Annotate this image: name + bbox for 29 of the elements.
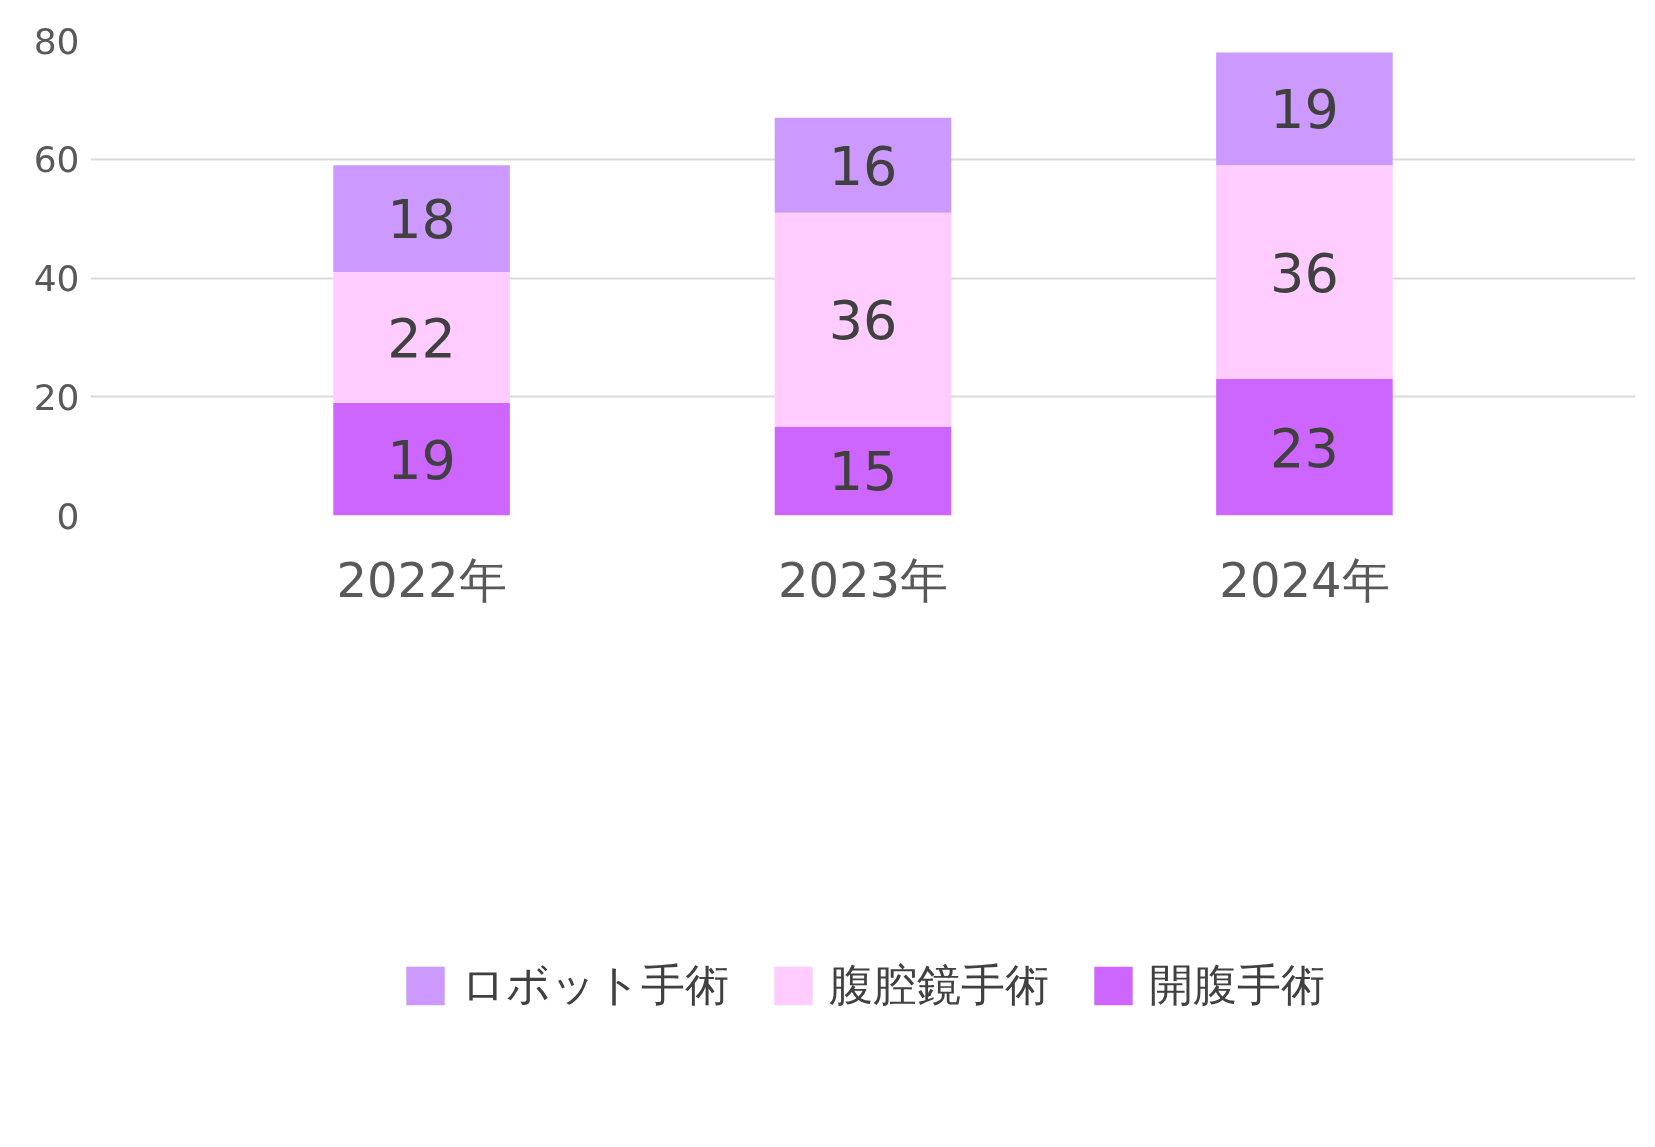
- x-tick-label: 2023年: [777, 551, 949, 608]
- x-tick-label: 2024年: [1219, 551, 1390, 608]
- data-label: 15: [828, 440, 898, 504]
- data-label: 23: [1270, 416, 1339, 480]
- bar: [333, 272, 510, 403]
- y-tick-label: 80: [33, 20, 80, 62]
- bar: [1216, 52, 1393, 166]
- bar: [333, 165, 510, 273]
- data-label: 18: [387, 188, 456, 252]
- y-tick-label: 60: [33, 139, 80, 181]
- legend-label: ロボット手術: [460, 957, 729, 1012]
- data-label: 19: [387, 428, 456, 492]
- bar: [333, 402, 510, 516]
- data-label: 19: [1270, 78, 1339, 142]
- y-tick-label: 20: [33, 376, 80, 418]
- x-tick-label: 2022年: [336, 551, 507, 608]
- bar: [1216, 378, 1393, 516]
- bar: [774, 117, 952, 213]
- y-tick-label: 40: [33, 258, 80, 299]
- bar: [774, 426, 952, 516]
- legend-label: 腹腔鏡手術: [828, 957, 1049, 1012]
- legend-label: 開腹手術: [1148, 957, 1325, 1012]
- data-label: 22: [387, 306, 456, 370]
- bar: [774, 212, 952, 427]
- data-label: 36: [828, 289, 898, 353]
- bar: [1216, 165, 1393, 379]
- data-label: 16: [828, 134, 898, 198]
- data-label: 36: [1270, 241, 1339, 305]
- y-tick-label: 0: [56, 495, 80, 537]
